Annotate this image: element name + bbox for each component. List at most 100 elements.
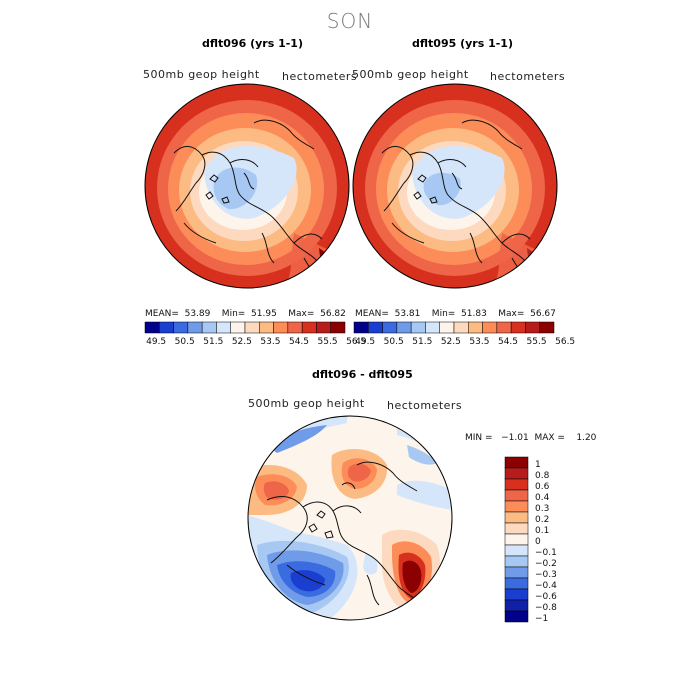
colorbar-tick-label: 49.5	[355, 337, 376, 347]
colorbar-swatch	[504, 588, 529, 601]
colorbar-swatch	[396, 321, 412, 334]
colorbar-tick-label: 49.5	[146, 337, 167, 347]
colorbar-swatch	[504, 467, 529, 480]
colorbar-tick-label: 0.3	[535, 503, 550, 514]
colorbar-swatch	[187, 321, 203, 334]
panel1-units-label: hectometers	[282, 70, 358, 83]
colorbar-swatch	[259, 321, 274, 334]
colorbar-tick-label: 55.5	[317, 337, 338, 347]
colorbar-tick-label: 0	[535, 536, 541, 547]
colorbar-swatch	[230, 321, 246, 334]
colorbar-tick-label: 54.5	[288, 337, 310, 347]
colorbar-swatch	[368, 321, 383, 334]
panel2-stats: MEAN= 53.81 Min= 51.83 Max= 56.67	[355, 309, 556, 319]
colorbar-swatch	[504, 577, 529, 590]
colorbar-swatch	[273, 321, 289, 334]
colorbar-swatch	[504, 500, 529, 513]
colorbar-tick-label: 51.5	[203, 337, 224, 347]
colorbar-swatch	[216, 321, 231, 334]
colorbar-tick-label: 0.1	[535, 525, 550, 536]
colorbar-swatch	[510, 321, 526, 334]
colorbar-swatch	[504, 544, 529, 557]
colorbar-swatch	[159, 321, 174, 334]
panel1-polar-map	[144, 83, 350, 289]
colorbar-swatch	[504, 456, 529, 469]
panel1-colorbar-ticks: 49.5 50.5 51.5 52.5 53.5 54.5 55.5 56.5	[145, 337, 366, 349]
colorbar-tick-label: −0.2	[535, 558, 557, 569]
panel2-variable-label: 500mb geop height	[352, 68, 469, 81]
colorbar-swatch	[353, 321, 369, 334]
height-field	[145, 84, 349, 288]
diff-variable-label: 500mb geop height	[248, 397, 365, 410]
colorbar-tick-label: −0.8	[535, 602, 557, 613]
map-border	[247, 415, 453, 621]
colorbar-tick-label: 52.5	[231, 337, 252, 347]
colorbar-swatch	[504, 555, 529, 568]
map-border	[352, 83, 558, 289]
colorbar-swatch	[504, 533, 529, 546]
colorbar-swatch	[201, 321, 217, 334]
colorbar-tick-label: −0.4	[535, 580, 557, 591]
colorbar-tick-label: −0.6	[535, 591, 557, 602]
colorbar-swatch	[525, 321, 540, 334]
panel1-variable-label: 500mb geop height	[143, 68, 260, 81]
panel1-stats: MEAN= 53.89 Min= 51.95 Max= 56.82	[145, 309, 346, 319]
colorbar-swatch	[244, 321, 260, 334]
colorbar-tick-label: 0.2	[535, 514, 550, 525]
colorbar-swatch	[425, 321, 440, 334]
colorbar-swatch	[504, 566, 529, 579]
colorbar-swatch	[330, 321, 346, 334]
colorbar-swatch	[539, 321, 555, 334]
colorbar-tick-label: 0.8	[535, 470, 550, 481]
colorbar-tick-label: 56.5	[555, 337, 576, 347]
colorbar-tick-label: 54.5	[497, 337, 519, 347]
colorbar-swatch	[382, 321, 398, 334]
colorbar-swatch	[482, 321, 498, 334]
colorbar-swatch	[287, 321, 303, 334]
colorbar-swatch	[468, 321, 483, 334]
diff-units-label: hectometers	[387, 399, 463, 412]
panel1-title: dflt096 (yrs 1-1)	[202, 37, 303, 50]
panel2-colorbar	[353, 321, 555, 334]
colorbar-swatch	[144, 321, 160, 334]
colorbar-tick-label: 53.5	[469, 337, 490, 347]
colorbar-tick-label: 52.5	[440, 337, 461, 347]
season-title: SON	[326, 9, 374, 33]
colorbar-swatch	[173, 321, 189, 334]
colorbar-swatch	[504, 522, 529, 535]
colorbar-tick-label: 0.6	[535, 481, 550, 492]
colorbar-swatch	[316, 321, 331, 334]
colorbar-swatch	[504, 489, 529, 502]
colorbar-swatch	[504, 599, 529, 612]
colorbar-swatch	[453, 321, 469, 334]
diff-colorbar	[504, 456, 529, 623]
diff-stats: MIN = −1.01 MAX = 1.20	[465, 433, 597, 443]
colorbar-swatch	[504, 610, 529, 623]
colorbar-tick-label: 50.5	[383, 337, 404, 347]
diff-colorbar-labels: 1 0.8 0.6 0.4 0.3 0.2 0.1 0 −0.1 −0.2 −0.3 −0.4 −0.6…	[535, 457, 575, 624]
colorbar-swatch	[504, 511, 529, 524]
colorbar-tick-label: 0.4	[535, 492, 550, 503]
colorbar-tick-label: 51.5	[412, 337, 433, 347]
colorbar-tick-label: −0.1	[535, 547, 557, 558]
colorbar-swatch	[301, 321, 317, 334]
colorbar-swatch	[410, 321, 426, 334]
colorbar-tick-label: 55.5	[526, 337, 547, 347]
panel2-units-label: hectometers	[490, 70, 566, 83]
diff-polar-map	[247, 415, 453, 621]
colorbar-tick-label: −0.3	[535, 569, 557, 580]
colorbar-tick-label: 56.5	[346, 337, 367, 347]
diff-title: dflt096 - dflt095	[312, 368, 413, 381]
colorbar-swatch	[439, 321, 455, 334]
colorbar-tick-label: 1	[535, 459, 541, 470]
panel2-polar-map	[352, 83, 558, 289]
panel2-title: dflt095 (yrs 1-1)	[412, 37, 513, 50]
colorbar-tick-label: −1	[535, 613, 549, 624]
panel1-colorbar	[144, 321, 346, 334]
colorbar-swatch	[496, 321, 512, 334]
colorbar-tick-label: 53.5	[260, 337, 281, 347]
panel2-colorbar-ticks: 49.5 50.5 51.5 52.5 53.5 54.5 55.5 56.5	[354, 337, 575, 349]
colorbar-swatch	[504, 478, 529, 491]
map-border	[144, 83, 350, 289]
colorbar-tick-label: 50.5	[174, 337, 195, 347]
